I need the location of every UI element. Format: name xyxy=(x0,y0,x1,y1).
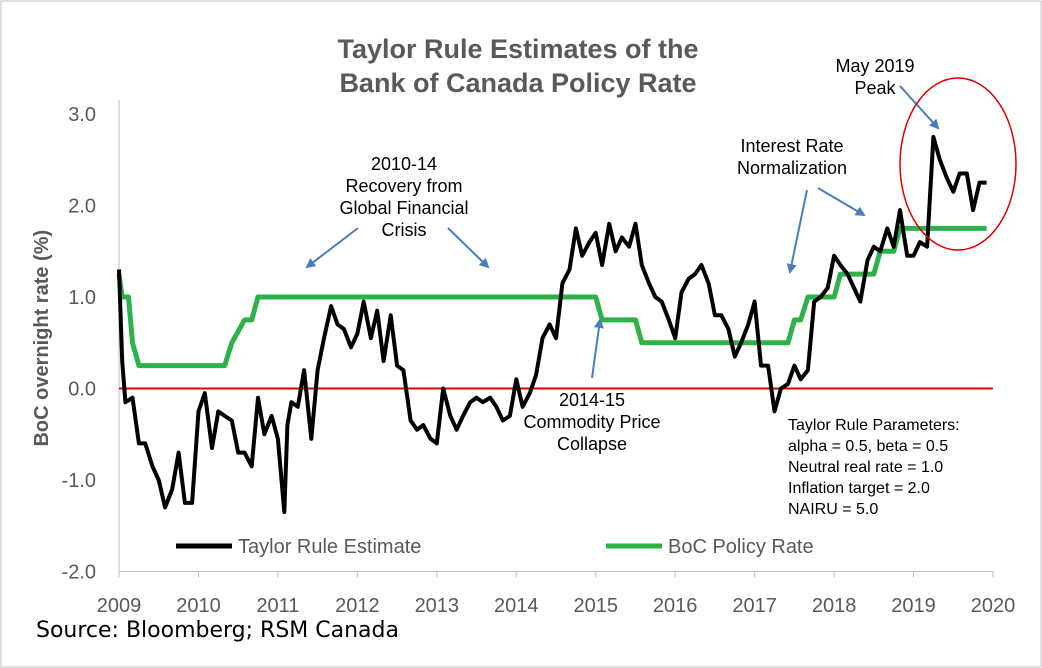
x-tick-label: 2012 xyxy=(335,595,380,617)
taylor-parameters-line: Taylor Rule Parameters: xyxy=(788,417,960,434)
annotation-arrow xyxy=(591,318,604,379)
annotation-recovery-line: 2010-14 xyxy=(371,154,437,174)
annotation-commodity-line: 2014-15 xyxy=(559,390,625,410)
legend-label-policy: BoC Policy Rate xyxy=(668,536,814,558)
x-tick-label: 2020 xyxy=(971,595,1016,617)
series-boc-policy-rate xyxy=(116,225,987,369)
annotation-peak-line: Peak xyxy=(854,78,896,98)
x-tick-label: 2010 xyxy=(176,595,221,617)
annotation-arrow xyxy=(447,227,490,269)
annotation-arrow xyxy=(899,85,940,130)
annotation-recovery-line: Recovery from xyxy=(345,176,462,196)
x-tick-label: 2015 xyxy=(573,595,618,617)
x-tick-label: 2014 xyxy=(494,595,539,617)
y-tick-label: 2.0 xyxy=(68,196,96,218)
annotation-arrow xyxy=(305,227,359,269)
y-axis-label: BoC overnight rate (%) xyxy=(31,230,53,447)
annotation-arrow xyxy=(817,187,866,217)
source-note: Source: Bloomberg; RSM Canada xyxy=(36,618,399,643)
y-tick-label: 3.0 xyxy=(68,104,96,126)
y-tick-label: -1.0 xyxy=(62,470,96,492)
chart-title-line-1: Taylor Rule Estimates of the xyxy=(337,34,698,64)
taylor-parameters-line: NAIRU = 5.0 xyxy=(788,501,878,518)
x-tick-label: 2013 xyxy=(415,595,460,617)
annotation-commodity-line: Collapse xyxy=(557,434,627,454)
x-tick-label: 2011 xyxy=(256,595,299,617)
annotation-recovery-line: Crisis xyxy=(382,220,427,240)
peak-highlight-ellipse xyxy=(899,77,1017,251)
x-tick-label: 2016 xyxy=(653,595,698,617)
annotation-peak-line: May 2019 xyxy=(835,56,914,76)
chart-title-line-2: Bank of Canada Policy Rate xyxy=(339,68,696,98)
x-tick-label: 2018 xyxy=(812,595,857,617)
taylor-parameters-line: Neutral real rate = 1.0 xyxy=(788,459,943,476)
x-tick-label: 2019 xyxy=(891,595,936,617)
y-tick-label: 0.0 xyxy=(68,379,96,401)
y-tick-label: -2.0 xyxy=(62,562,96,584)
series-taylor-rule-estimate xyxy=(117,134,987,514)
legend-label-taylor: Taylor Rule Estimate xyxy=(238,536,421,558)
annotation-normalization-line: Normalization xyxy=(737,158,847,178)
annotation-commodity-line: Commodity Price xyxy=(523,412,660,432)
y-tick-label: 1.0 xyxy=(68,287,96,309)
taylor-parameters-line: alpha = 0.5, beta = 0.5 xyxy=(788,438,948,455)
x-tick-label: 2009 xyxy=(97,595,142,617)
annotation-recovery-line: Global Financial xyxy=(339,198,468,218)
annotation-arrow xyxy=(786,189,808,274)
taylor-parameters-line: Inflation target = 2.0 xyxy=(788,480,930,497)
x-tick-label: 2017 xyxy=(732,595,777,617)
annotation-normalization-line: Interest Rate xyxy=(740,136,843,156)
